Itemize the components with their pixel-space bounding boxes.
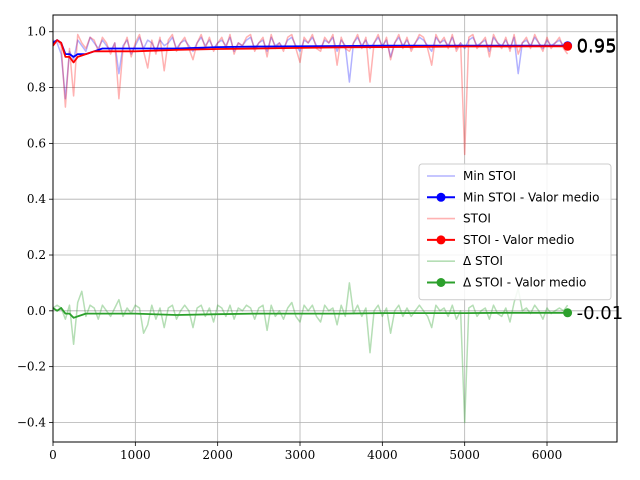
x-tick-label-0: 0	[49, 448, 57, 462]
series-line-4	[52, 282, 569, 424]
legend-entry-3: STOI - Valor medio	[463, 233, 574, 247]
series-line-0	[52, 36, 569, 100]
x-tick-label-5: 5000	[449, 448, 480, 462]
y-tick-label-7: 1.0	[27, 25, 46, 39]
legend-entry-1: Min STOI - Valor medio	[463, 190, 599, 204]
y-tick-label-3: 0.2	[27, 248, 46, 262]
legend-swatch-marker-5	[436, 278, 446, 287]
end-labels: 0.950.95-0.01	[577, 36, 624, 324]
x-tick-label-3: 3000	[285, 448, 316, 462]
legend-entry-5: Δ STOI - Valor medio	[463, 276, 586, 290]
x-tick-label-4: 4000	[367, 448, 398, 462]
y-tick-label-0: −0.4	[17, 415, 47, 429]
y-tick-label-6: 0.8	[27, 81, 46, 95]
series-line-5	[52, 307, 568, 319]
legend-entry-4: Δ STOI	[463, 254, 503, 268]
end-marker-3	[563, 41, 573, 51]
end-value-label-1: 0.95	[577, 36, 617, 57]
series-line-3	[52, 39, 568, 64]
legend-swatch-marker-1	[436, 192, 446, 202]
legend-entry-2: STOI	[463, 212, 491, 226]
series-line-2	[52, 33, 569, 156]
legend-swatch-marker-3	[436, 235, 446, 245]
x-tick-label-1: 1000	[120, 448, 151, 462]
end-value-label-0: 0.95	[577, 36, 617, 57]
y-tick-label-1: −0.2	[17, 360, 46, 374]
series-line-1	[52, 39, 568, 58]
y-tick-label-2: 0.0	[27, 304, 46, 318]
end-value-label-2: -0.01	[577, 303, 624, 324]
plot-frame	[52, 14, 618, 443]
legend-entry-0: Min STOI	[463, 169, 516, 183]
legend-box	[418, 163, 612, 301]
y-tick-label-5: 0.6	[27, 136, 46, 150]
legend: Min STOI Min STOI - Valor medio STOI STOI -…	[418, 163, 612, 301]
x-tick-label-6: 6000	[532, 448, 563, 462]
x-tick-label-2: 2000	[202, 448, 233, 462]
end-markers	[563, 41, 573, 318]
end-marker-5	[563, 308, 573, 318]
y-tick-label-4: 0.4	[27, 192, 46, 206]
series-lines	[52, 33, 569, 424]
axis-ticks: 0 1000 2000 3000 4000 5000 6000 −0.4 −0.2 0.0 0.2 0…	[17, 25, 562, 462]
